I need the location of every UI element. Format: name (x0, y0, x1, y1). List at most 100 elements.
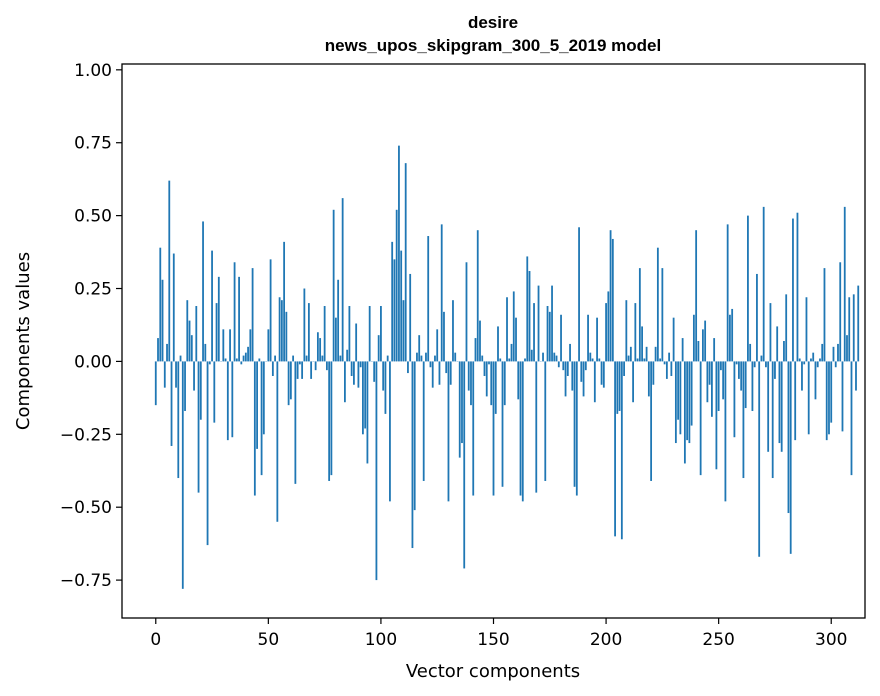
bar-186 (573, 361, 576, 487)
bar-179 (557, 361, 560, 368)
bar-268 (758, 361, 761, 557)
bar-225 (661, 268, 664, 362)
chart-subtitle: news_upos_skipgram_300_5_2019 model (325, 36, 661, 55)
bar-221 (652, 361, 655, 385)
bar-122 (429, 361, 432, 368)
bar-274 (771, 361, 774, 479)
bar-126 (438, 361, 441, 385)
bar-310 (852, 294, 855, 362)
bar-228 (668, 352, 671, 362)
bar-305 (841, 361, 844, 432)
bar-159 (512, 291, 515, 362)
bar-266 (753, 361, 756, 368)
bar-109 (400, 250, 403, 362)
bar-114 (411, 361, 414, 549)
bar-183 (566, 361, 569, 376)
bar-117 (418, 335, 421, 362)
bar-140 (470, 361, 472, 406)
bar-94 (366, 361, 369, 464)
bar-269 (760, 355, 763, 362)
chart-title: desire (468, 13, 518, 32)
bar-277 (778, 361, 781, 444)
bar-102 (384, 361, 387, 414)
bar-244 (704, 320, 707, 362)
bar-198 (600, 361, 603, 385)
bar-210 (627, 355, 630, 362)
bar-133 (454, 352, 457, 362)
x-axis-label: Vector components (406, 661, 580, 682)
x-tick-label: 100 (365, 630, 397, 650)
bar-39 (242, 355, 245, 362)
bar-207 (620, 361, 623, 540)
bar-201 (607, 291, 610, 362)
bar-30 (222, 329, 225, 362)
bar-6 (168, 180, 171, 362)
y-tick-label: −0.25 (60, 425, 112, 445)
bar-287 (801, 361, 803, 391)
y-tick-label: 0.75 (74, 134, 112, 154)
bar-2 (159, 247, 162, 362)
bar-135 (458, 361, 461, 458)
bar-131 (449, 361, 452, 385)
bar-47 (260, 361, 263, 476)
bar-61 (292, 355, 295, 362)
bar-271 (765, 361, 767, 368)
bar-298 (825, 361, 828, 441)
bar-85 (346, 349, 349, 362)
bar-108 (398, 145, 400, 362)
bar-74 (321, 355, 324, 362)
x-tick-label: 200 (590, 630, 622, 650)
bar-56 (280, 300, 283, 362)
bar-205 (616, 361, 619, 414)
bar-184 (569, 343, 571, 362)
bar-247 (711, 361, 713, 417)
bar-195 (593, 361, 596, 403)
bar-100 (380, 306, 382, 362)
bar-216 (641, 326, 643, 362)
bar-213 (634, 303, 637, 362)
bar-175 (548, 311, 551, 362)
bar-270 (762, 206, 765, 362)
bar-273 (769, 303, 772, 362)
x-tick-label: 300 (815, 630, 847, 650)
bar-101 (382, 361, 385, 391)
y-tick-label: −0.75 (60, 571, 112, 591)
bar-197 (598, 358, 601, 362)
bar-160 (515, 317, 517, 362)
y-axis-label: Components values (13, 252, 34, 430)
bar-11 (179, 355, 182, 362)
bar-297 (823, 268, 826, 362)
bar-59 (287, 361, 290, 406)
bar-145 (481, 355, 484, 362)
bar-50 (267, 329, 270, 362)
bar-177 (553, 352, 556, 362)
bar-303 (837, 343, 839, 362)
bar-146 (483, 361, 486, 376)
bar-300 (830, 361, 833, 423)
bar-119 (422, 361, 425, 481)
bar-285 (796, 212, 799, 362)
bar-18 (195, 306, 198, 362)
bar-22 (204, 343, 207, 362)
bar-115 (413, 361, 416, 511)
bar-69 (310, 361, 313, 379)
bar-156 (506, 297, 508, 362)
bar-192 (587, 314, 589, 362)
bar-241 (697, 341, 700, 362)
bar-16 (190, 335, 193, 362)
bar-217 (643, 358, 646, 362)
x-tick-label: 250 (702, 630, 734, 650)
bar-150 (492, 361, 495, 496)
bar-87 (350, 361, 353, 376)
bar-196 (596, 317, 598, 362)
bar-54 (276, 361, 279, 522)
bar-254 (726, 224, 729, 362)
bar-283 (792, 218, 794, 362)
bar-157 (508, 358, 511, 362)
bar-211 (629, 346, 632, 362)
bars-group (154, 145, 860, 589)
bar-234 (681, 338, 684, 362)
bar-173 (544, 361, 547, 481)
bar-24 (208, 361, 211, 365)
